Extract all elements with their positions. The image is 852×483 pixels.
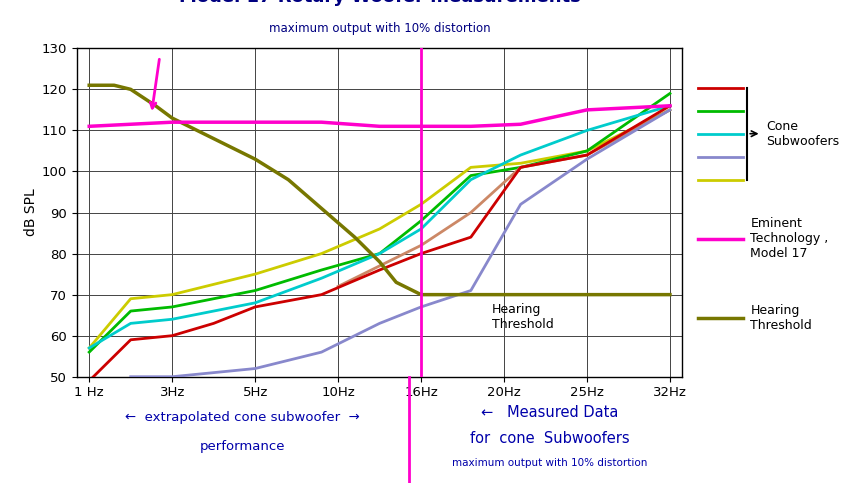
Text: ←  extrapolated cone subwoofer  →: ← extrapolated cone subwoofer → <box>125 412 360 424</box>
Text: Cone
Subwoofers: Cone Subwoofers <box>765 120 838 148</box>
Text: for  cone  Subwoofers: for cone Subwoofers <box>469 430 629 446</box>
Text: ←   Measured Data: ← Measured Data <box>481 405 618 421</box>
Text: Hearing
Threshold: Hearing Threshold <box>491 303 553 331</box>
Y-axis label: dB SPL: dB SPL <box>24 189 37 236</box>
Text: Eminent
Technology ,
Model 17: Eminent Technology , Model 17 <box>750 217 827 260</box>
Text: maximum output with 10% distortion: maximum output with 10% distortion <box>452 458 647 468</box>
Text: performance: performance <box>199 440 285 453</box>
Text: maximum output with 10% distortion: maximum output with 10% distortion <box>268 22 490 35</box>
Text: Hearing
Threshold: Hearing Threshold <box>750 304 811 332</box>
Text: Model 17 Rotary Woofer measurements: Model 17 Rotary Woofer measurements <box>179 0 579 6</box>
